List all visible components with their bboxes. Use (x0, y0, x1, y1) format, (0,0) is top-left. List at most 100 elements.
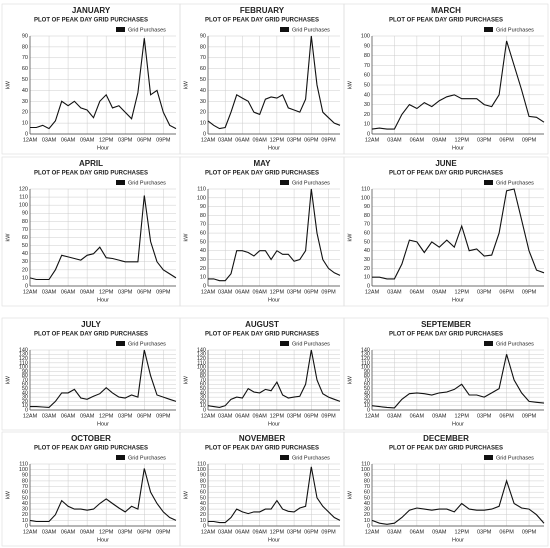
y-tick-label: 60 (200, 66, 206, 72)
chart-panel: FEBRUARY PLOT OF PEAK DAY GRID PURCHASES G… (179, 3, 345, 155)
y-tick-label: 50 (200, 495, 206, 501)
chart-title: JUNE (435, 159, 457, 168)
y-tick-label: 60 (364, 490, 370, 496)
y-tick-label: 60 (364, 382, 370, 388)
x-tick-label: 09PM (156, 289, 171, 295)
y-tick-label: 90 (22, 211, 28, 217)
x-tick-label: 09AM (432, 137, 447, 143)
x-tick-label: 06PM (137, 529, 152, 535)
y-tick-label: 90 (200, 473, 206, 479)
y-tick-label: 130 (361, 352, 370, 358)
y-tick-label: 40 (22, 390, 28, 396)
x-tick-label: 09PM (522, 289, 537, 295)
x-tick-label: 06PM (137, 137, 152, 143)
x-tick-label: 03AM (42, 137, 57, 143)
x-tick-label: 06PM (137, 413, 152, 419)
y-tick-label: 20 (364, 112, 370, 118)
chart-panel: AUGUST PLOT OF PEAK DAY GRID PURCHASES Gri… (179, 317, 345, 431)
y-tick-label: 40 (22, 88, 28, 94)
data-line (207, 35, 341, 130)
y-tick-label: 0 (25, 283, 28, 289)
x-tick-label: 09AM (252, 413, 267, 419)
y-tick-label: 50 (200, 239, 206, 245)
y-tick-label: 0 (203, 407, 206, 413)
y-tick-label: 20 (22, 267, 28, 273)
y-tick-label: 20 (364, 399, 370, 405)
legend-label: Grid Purchases (496, 341, 534, 347)
y-tick-label: 0 (367, 131, 370, 137)
x-tick-label: 06PM (304, 289, 319, 295)
chart-title: OCTOBER (71, 434, 111, 443)
chart-panel: JULY PLOT OF PEAK DAY GRID PURCHASES Grid … (1, 317, 181, 431)
y-tick-label: 50 (22, 495, 28, 501)
x-tick-label: 06PM (499, 289, 514, 295)
chart-subtitle: PLOT OF PEAK DAY GRID PURCHASES (205, 446, 319, 452)
legend-label: Grid Purchases (128, 27, 166, 33)
y-tick-label: 30 (200, 257, 206, 263)
y-tick-label: 80 (22, 478, 28, 484)
y-tick-label: 100 (361, 195, 370, 201)
x-tick-label: 06AM (235, 413, 250, 419)
y-tick-label: 20 (22, 512, 28, 518)
y-tick-label: 10 (200, 121, 206, 127)
x-axis-label: Hour (452, 145, 464, 151)
x-tick-label: 03PM (477, 413, 492, 419)
y-tick-label: 30 (364, 102, 370, 108)
chart-subtitle: PLOT OF PEAK DAY GRID PURCHASES (205, 332, 319, 338)
y-tick-label: 30 (364, 507, 370, 513)
x-tick-label: 12AM (201, 413, 216, 419)
y-tick-label: 70 (22, 55, 28, 61)
y-tick-label: 0 (367, 523, 370, 529)
y-tick-label: 40 (200, 248, 206, 254)
y-tick-label: 60 (200, 490, 206, 496)
chart-subtitle: PLOT OF PEAK DAY GRID PURCHASES (389, 332, 503, 338)
panel-border (343, 3, 549, 155)
x-tick-label: 09PM (156, 529, 171, 535)
y-axis-label: kW (347, 490, 353, 499)
y-tick-label: 80 (200, 44, 206, 50)
legend-label: Grid Purchases (128, 455, 166, 461)
chart-title: AUGUST (245, 320, 279, 329)
x-tick-label: 09AM (432, 413, 447, 419)
x-tick-label: 03PM (118, 289, 133, 295)
x-tick-label: 12AM (23, 413, 38, 419)
data-line (371, 354, 545, 409)
data-line (208, 188, 341, 282)
x-tick-label: 12PM (455, 413, 470, 419)
legend-swatch (116, 180, 125, 185)
y-axis-label: kW (5, 375, 11, 384)
legend-swatch (484, 341, 493, 346)
x-tick-label: 03AM (42, 529, 57, 535)
x-axis-label: Hour (452, 537, 464, 543)
x-tick-label: 12AM (365, 137, 380, 143)
chart-subtitle: PLOT OF PEAK DAY GRID PURCHASES (205, 171, 319, 177)
y-tick-label: 100 (197, 365, 206, 371)
x-axis-label: Hour (97, 421, 109, 427)
y-tick-label: 10 (200, 275, 206, 281)
y-tick-label: 110 (19, 360, 28, 366)
x-tick-label: 12PM (455, 529, 470, 535)
y-tick-label: 40 (22, 251, 28, 257)
legend-swatch (484, 180, 493, 185)
panel-border (343, 317, 549, 431)
y-tick-label: 50 (200, 77, 206, 83)
y-tick-label: 60 (22, 66, 28, 72)
x-tick-label: 06AM (235, 529, 250, 535)
x-tick-label: 12PM (99, 413, 114, 419)
chart-panel: MAY PLOT OF PEAK DAY GRID PURCHASES Grid P… (179, 156, 345, 307)
x-tick-label: 03AM (218, 137, 233, 143)
x-tick-label: 06AM (235, 137, 250, 143)
y-tick-label: 120 (19, 186, 28, 192)
x-tick-label: 09AM (252, 529, 267, 535)
x-tick-label: 12PM (270, 289, 285, 295)
chart-title: MARCH (431, 6, 461, 15)
y-tick-label: 70 (364, 484, 370, 490)
y-tick-label: 100 (19, 365, 28, 371)
x-tick-label: 03PM (287, 289, 302, 295)
legend-swatch (116, 341, 125, 346)
x-axis-label: Hour (268, 297, 280, 303)
x-tick-label: 09AM (252, 289, 267, 295)
y-tick-label: 0 (203, 131, 206, 137)
y-tick-label: 40 (200, 501, 206, 507)
x-tick-label: 09PM (522, 137, 537, 143)
